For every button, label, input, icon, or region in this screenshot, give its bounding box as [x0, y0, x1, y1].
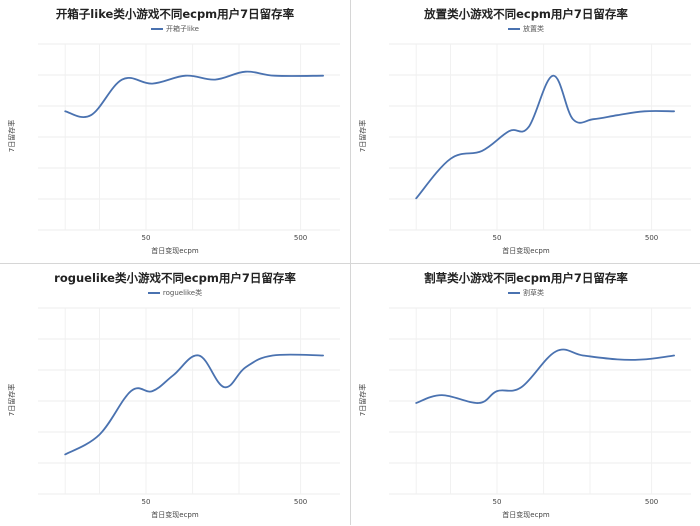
x-tick-label: 50 — [142, 234, 151, 242]
y-axis-label-1: 7日留存率 — [8, 119, 16, 153]
chart-title-1: 开箱子like类小游戏不同ecpm用户7日留存率 — [55, 7, 295, 21]
chart-svg-1: 50 500 — [38, 43, 340, 242]
x-tick-label: 500 — [294, 234, 307, 242]
legend-swatch-2 — [508, 28, 520, 30]
x-axis-label-4: 首日变现ecpm — [502, 511, 550, 519]
series-line — [64, 353, 324, 456]
series-line — [64, 70, 324, 118]
chart-legend-4: 割草类 — [351, 288, 700, 298]
chart-title-2: 放置类小游戏不同ecpm用户7日留存率 — [424, 7, 628, 21]
horizontal-divider — [0, 263, 700, 264]
x-axis-label-2: 首日变现ecpm — [502, 247, 550, 255]
chart-legend-1: 开箱子like — [0, 24, 350, 34]
x-tick-label: 500 — [645, 498, 658, 506]
chart-legend-3: roguelike类 — [0, 288, 350, 298]
chart-panel-1: 50 500 开箱子like类小游戏不同ecpm用户7日留存率 开箱子like 首… — [0, 0, 350, 262]
chart-svg-4: 50 500 — [389, 307, 691, 506]
legend-label-3: roguelike类 — [162, 289, 203, 297]
chart-panel-3: 50 500 roguelike类小游戏不同ecpm用户7日留存率 rogueli… — [0, 264, 350, 526]
vertical-divider — [350, 0, 351, 525]
series-line — [415, 74, 675, 200]
chart-legend-2: 放置类 — [351, 24, 700, 34]
y-axis-label-2: 7日留存率 — [359, 119, 367, 153]
x-tick-label: 500 — [294, 498, 307, 506]
y-axis-label-3: 7日留存率 — [8, 383, 16, 417]
x-tick-label: 50 — [142, 498, 151, 506]
chart-title-3: roguelike类小游戏不同ecpm用户7日留存率 — [54, 271, 296, 285]
legend-swatch-1 — [150, 28, 163, 30]
legend-label-4: 割草类 — [523, 289, 544, 297]
x-tick-label: 500 — [645, 234, 658, 242]
x-tick-label: 50 — [493, 234, 502, 242]
x-axis-label-3: 首日变现ecpm — [151, 511, 199, 519]
chart-title-4: 割草类小游戏不同ecpm用户7日留存率 — [424, 271, 628, 285]
chart-panel-2: 50 500 放置类小游戏不同ecpm用户7日留存率 放置类 首日变现ecpm 7… — [351, 0, 700, 262]
legend-swatch-4 — [508, 292, 520, 294]
chart-svg-3: 50 500 — [38, 307, 340, 506]
chart-svg-2: 50 500 — [389, 43, 691, 242]
y-axis-label-4: 7日留存率 — [359, 383, 367, 417]
x-tick-label: 50 — [493, 498, 502, 506]
legend-swatch-3 — [147, 292, 160, 294]
series-line — [415, 348, 675, 404]
legend-label-1: 开箱子like — [165, 25, 199, 33]
chart-panel-4: 50 500 割草类小游戏不同ecpm用户7日留存率 割草类 首日变现ecpm 7… — [351, 264, 700, 526]
x-axis-label-1: 首日变现ecpm — [151, 247, 199, 255]
legend-label-2: 放置类 — [523, 25, 544, 33]
